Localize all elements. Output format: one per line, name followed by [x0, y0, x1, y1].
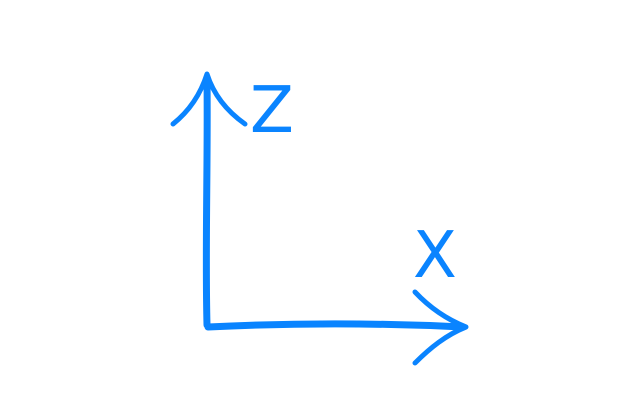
x-axis-label: X — [413, 219, 457, 293]
z-axis-line — [202, 74, 211, 329]
z-axis-label: Z — [250, 74, 294, 148]
x-axis-line — [204, 320, 466, 331]
axis-strokes — [170, 71, 469, 366]
x-arrowhead — [412, 289, 469, 366]
z-arrowhead — [170, 71, 248, 127]
